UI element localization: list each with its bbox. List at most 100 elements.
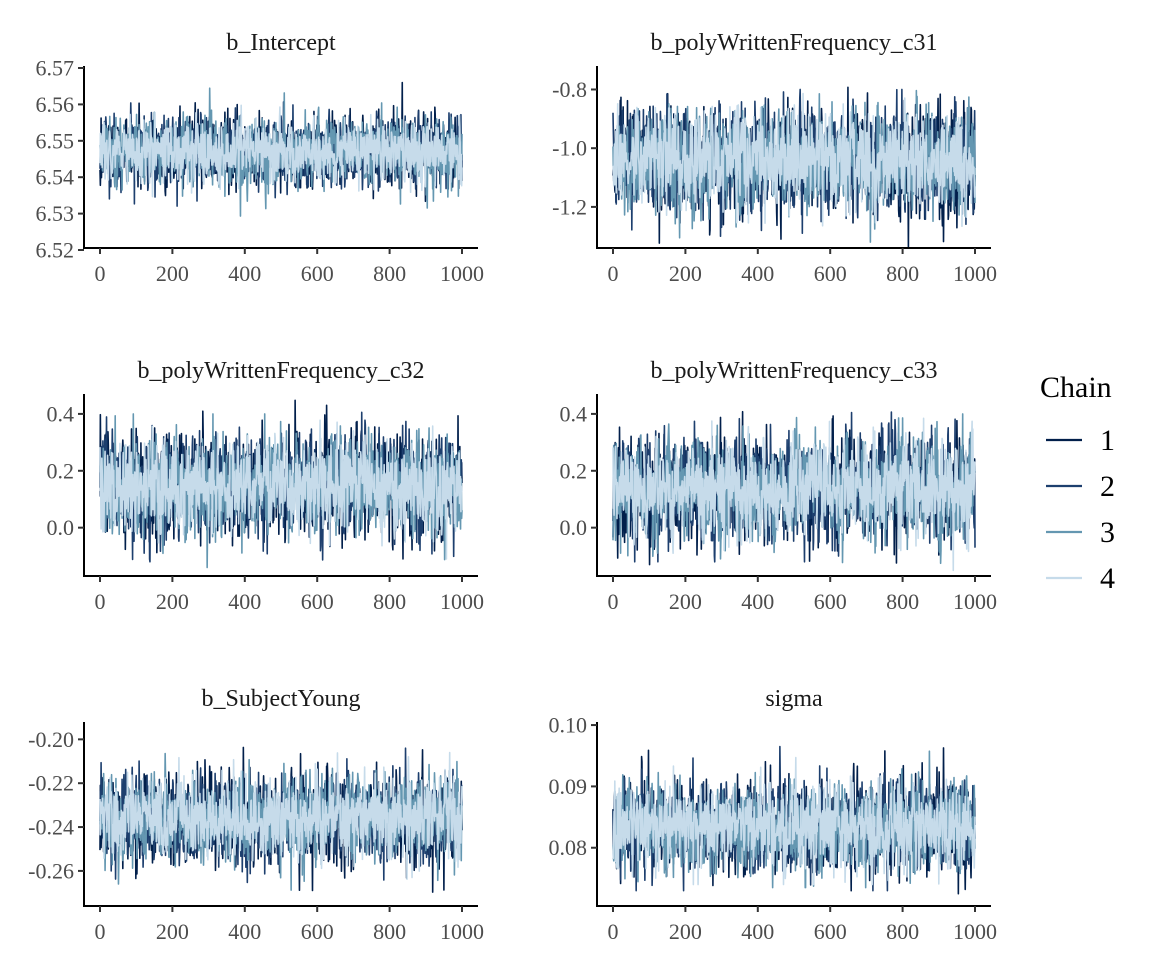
- panel-title: sigma: [765, 686, 823, 712]
- y-tick-label: -0.24: [28, 815, 74, 840]
- x-tick-label: 600: [814, 261, 847, 286]
- y-tick-label: -0.22: [28, 771, 74, 796]
- trace-line-chain-4: [99, 751, 463, 880]
- legend: Chain 1 2 3 4: [1040, 371, 1115, 595]
- x-tick-label: 800: [886, 919, 919, 944]
- panel-title: b_polyWrittenFrequency_c33: [651, 358, 938, 384]
- legend-label: 2: [1100, 470, 1115, 503]
- trace-lines: [99, 399, 463, 569]
- x-ticks: 0 200 400 600 800 1000: [95, 906, 484, 944]
- trace-line-chain-4: [99, 104, 463, 198]
- trace-lines: [612, 86, 976, 249]
- y-tick-label: 0.09: [549, 774, 588, 799]
- x-ticks: 0 200 400 600 800 1000: [608, 906, 997, 944]
- y-tick-label: -0.26: [28, 858, 74, 883]
- legend-title: Chain: [1040, 371, 1112, 404]
- trace-line-chain-4: [612, 92, 976, 227]
- panel-b-subjectyoung: b_SubjectYoung -0.26 -0.24 -0.22 -0.20 0 200…: [28, 686, 484, 944]
- x-tick-label: 400: [741, 589, 774, 614]
- x-tick-label: 800: [886, 261, 919, 286]
- legend-label: 4: [1100, 562, 1115, 595]
- x-tick-label: 200: [669, 919, 702, 944]
- x-ticks: 0 200 400 600 800 1000: [95, 576, 484, 614]
- legend-item: 4: [1046, 562, 1115, 595]
- x-tick-label: 1000: [953, 261, 997, 286]
- x-tick-label: 400: [228, 919, 261, 944]
- panel-title: b_polyWrittenFrequency_c31: [651, 30, 938, 56]
- legend-item: 1: [1046, 424, 1115, 457]
- y-tick-label: 6.55: [36, 128, 75, 153]
- x-tick-label: 200: [669, 589, 702, 614]
- trace-line-chain-4: [99, 419, 463, 560]
- x-tick-label: 0: [95, 261, 106, 286]
- x-ticks: 0 200 400 600 800 1000: [608, 576, 997, 614]
- y-ticks: 0.0 0.2 0.4: [560, 401, 597, 540]
- y-ticks: -1.2 -1.0 -0.8: [552, 77, 597, 219]
- panel-b-polywrittenfrequency-c32: b_polyWrittenFrequency_c32 0.0 0.2 0.4 0 20…: [47, 358, 485, 614]
- panel-b-polywrittenfrequency-c31: b_polyWrittenFrequency_c31 -1.2-1.0-0.8 …: [552, 30, 997, 286]
- trace-lines: [99, 746, 463, 893]
- y-tick-label: 0.4: [47, 401, 75, 426]
- x-tick-label: 600: [814, 589, 847, 614]
- x-tick-label: 1000: [953, 589, 997, 614]
- x-tick-label: 1000: [440, 261, 484, 286]
- y-ticks: 6.52 6.53 6.54 6.55 6.56 6.57: [36, 56, 84, 263]
- x-tick-label: 400: [228, 589, 261, 614]
- y-tick-label: 6.52: [36, 238, 75, 263]
- y-tick-label: 0.10: [549, 713, 588, 738]
- y-ticks: -0.26 -0.24 -0.22 -0.20: [28, 727, 84, 883]
- legend-label: 3: [1100, 516, 1115, 549]
- x-tick-label: 200: [156, 919, 189, 944]
- y-tick-label: 6.56: [36, 92, 75, 117]
- trace-line-chain-3: [99, 87, 463, 217]
- x-tick-label: 400: [741, 261, 774, 286]
- x-tick-label: 800: [373, 919, 406, 944]
- y-tick-label: 6.57: [36, 56, 75, 81]
- y-tick-label: -0.8: [552, 77, 587, 102]
- panel-title: b_SubjectYoung: [202, 686, 361, 712]
- x-tick-label: 200: [669, 261, 702, 286]
- trace-lines: [99, 81, 463, 217]
- panel-b-intercept: b_Intercept 6.52 6.53 6.54 6.55 6.56 6.57 0 20…: [36, 30, 485, 286]
- x-tick-label: 200: [156, 261, 189, 286]
- trace-lines: [612, 410, 976, 572]
- x-tick-label: 0: [608, 589, 619, 614]
- trace-line-chain-4: [612, 756, 976, 886]
- x-tick-label: 400: [228, 261, 261, 286]
- y-tick-label: 0.2: [560, 458, 588, 483]
- trace-line-chain-4: [612, 417, 976, 572]
- x-ticks: 0 200 400 600 800 1000: [95, 248, 484, 286]
- x-tick-label: 1000: [953, 919, 997, 944]
- panel-sigma: sigma 0.08 0.09 0.10 0 200 400 600 800 1000: [549, 686, 998, 944]
- x-tick-label: 200: [156, 589, 189, 614]
- y-ticks: 0.08 0.09 0.10: [549, 713, 597, 860]
- x-tick-label: 1000: [440, 589, 484, 614]
- x-tick-label: 0: [608, 261, 619, 286]
- x-tick-label: 0: [608, 919, 619, 944]
- panel-b-polywrittenfrequency-c33: b_polyWrittenFrequency_c33 0.0 0.2 0.4 0 20…: [560, 358, 998, 614]
- y-tick-label: 6.54: [36, 165, 75, 190]
- x-tick-label: 800: [373, 261, 406, 286]
- x-tick-label: 400: [741, 919, 774, 944]
- panel-title: b_Intercept: [226, 30, 336, 56]
- x-tick-label: 0: [95, 919, 106, 944]
- y-tick-label: -0.20: [28, 727, 74, 752]
- x-tick-label: 1000: [440, 919, 484, 944]
- x-tick-label: 800: [373, 589, 406, 614]
- x-tick-label: 800: [886, 589, 919, 614]
- y-tick-label: 6.53: [36, 201, 75, 226]
- legend-label: 1: [1100, 424, 1115, 457]
- x-tick-label: 0: [95, 589, 106, 614]
- y-tick-label: 0.08: [549, 835, 588, 860]
- y-tick-label: -1.0: [552, 136, 587, 161]
- legend-item: 2: [1046, 470, 1115, 503]
- y-ticks: 0.0 0.2 0.4: [47, 401, 84, 540]
- x-tick-label: 600: [301, 589, 334, 614]
- x-tick-label: 600: [301, 261, 334, 286]
- x-tick-label: 600: [814, 919, 847, 944]
- y-tick-label: -1.2: [552, 194, 587, 219]
- y-tick-label: 0.0: [47, 515, 75, 540]
- panel-title: b_polyWrittenFrequency_c32: [138, 358, 425, 384]
- x-tick-label: 600: [301, 919, 334, 944]
